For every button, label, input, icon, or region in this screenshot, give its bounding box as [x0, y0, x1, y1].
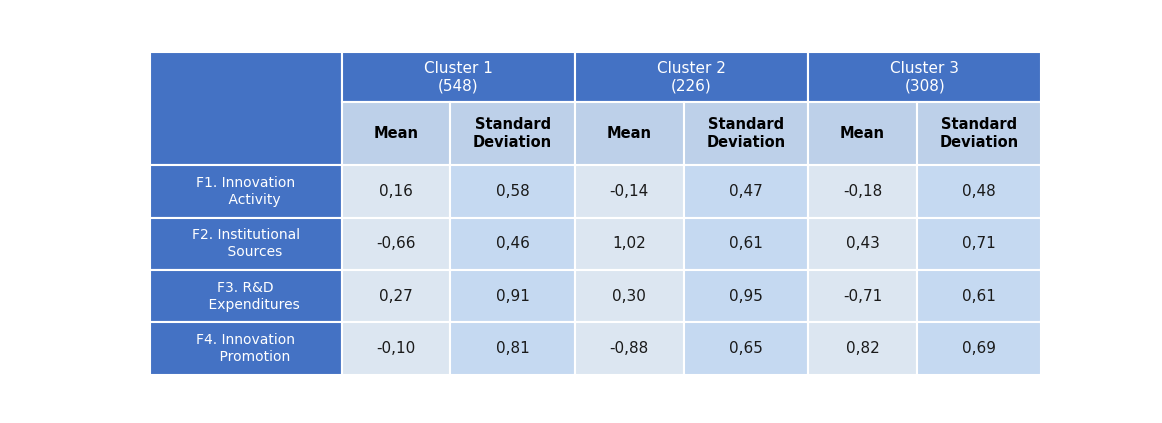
- Text: Cluster 2
(226): Cluster 2 (226): [657, 61, 726, 94]
- Bar: [342, 218, 451, 270]
- Bar: [575, 102, 683, 165]
- Text: 0,58: 0,58: [496, 184, 530, 199]
- Text: 0,27: 0,27: [379, 289, 413, 304]
- Text: F3. R&D
    Expenditures: F3. R&D Expenditures: [192, 281, 300, 312]
- Text: F2. Institutional
    Sources: F2. Institutional Sources: [192, 228, 300, 259]
- Text: 0,47: 0,47: [729, 184, 762, 199]
- Text: 0,82: 0,82: [846, 341, 880, 356]
- Bar: [451, 165, 575, 218]
- Bar: [808, 52, 1041, 102]
- Text: -0,88: -0,88: [610, 341, 648, 356]
- Text: Mean: Mean: [373, 126, 418, 141]
- Bar: [150, 322, 342, 375]
- Bar: [683, 102, 808, 165]
- Text: -0,14: -0,14: [610, 184, 648, 199]
- Text: -0,10: -0,10: [376, 341, 416, 356]
- Text: -0,18: -0,18: [842, 184, 882, 199]
- Text: 0,43: 0,43: [846, 236, 880, 251]
- Text: Mean: Mean: [840, 126, 885, 141]
- Bar: [451, 102, 575, 165]
- Bar: [342, 52, 575, 102]
- Text: 0,61: 0,61: [962, 289, 996, 304]
- Text: 0,71: 0,71: [962, 236, 996, 251]
- Text: -0,71: -0,71: [842, 289, 882, 304]
- Text: Standard
Deviation: Standard Deviation: [940, 117, 1019, 150]
- Bar: [683, 165, 808, 218]
- Bar: [451, 322, 575, 375]
- Text: 0,46: 0,46: [496, 236, 530, 251]
- Bar: [917, 270, 1041, 322]
- Bar: [150, 52, 342, 165]
- Bar: [575, 52, 808, 102]
- Bar: [808, 270, 917, 322]
- Bar: [683, 322, 808, 375]
- Text: 0,30: 0,30: [612, 289, 646, 304]
- Text: 0,69: 0,69: [962, 341, 996, 356]
- Text: 0,81: 0,81: [496, 341, 530, 356]
- Text: 0,61: 0,61: [729, 236, 762, 251]
- Bar: [342, 322, 451, 375]
- Bar: [342, 102, 451, 165]
- Bar: [451, 270, 575, 322]
- Bar: [808, 322, 917, 375]
- Bar: [150, 270, 342, 322]
- Text: 0,95: 0,95: [729, 289, 762, 304]
- Bar: [342, 165, 451, 218]
- Text: 0,65: 0,65: [729, 341, 762, 356]
- Bar: [683, 218, 808, 270]
- Bar: [917, 218, 1041, 270]
- Text: 0,16: 0,16: [379, 184, 413, 199]
- Bar: [917, 102, 1041, 165]
- Bar: [808, 102, 917, 165]
- Text: Cluster 1
(548): Cluster 1 (548): [424, 61, 493, 94]
- Bar: [917, 322, 1041, 375]
- Text: Standard
Deviation: Standard Deviation: [473, 117, 552, 150]
- Bar: [683, 270, 808, 322]
- Text: 1,02: 1,02: [612, 236, 646, 251]
- Text: 0,48: 0,48: [962, 184, 996, 199]
- Bar: [150, 218, 342, 270]
- Text: Mean: Mean: [607, 126, 652, 141]
- Bar: [575, 322, 683, 375]
- Text: Standard
Deviation: Standard Deviation: [706, 117, 786, 150]
- Text: -0,66: -0,66: [376, 236, 416, 251]
- Text: F1. Innovation
    Activity: F1. Innovation Activity: [196, 176, 295, 207]
- Text: Cluster 3
(308): Cluster 3 (308): [890, 61, 959, 94]
- Bar: [808, 165, 917, 218]
- Bar: [575, 270, 683, 322]
- Bar: [808, 218, 917, 270]
- Bar: [342, 270, 451, 322]
- Bar: [150, 165, 342, 218]
- Bar: [575, 165, 683, 218]
- Bar: [451, 218, 575, 270]
- Bar: [575, 218, 683, 270]
- Bar: [917, 165, 1041, 218]
- Text: 0,91: 0,91: [496, 289, 530, 304]
- Text: F4. Innovation
    Promotion: F4. Innovation Promotion: [196, 333, 295, 364]
